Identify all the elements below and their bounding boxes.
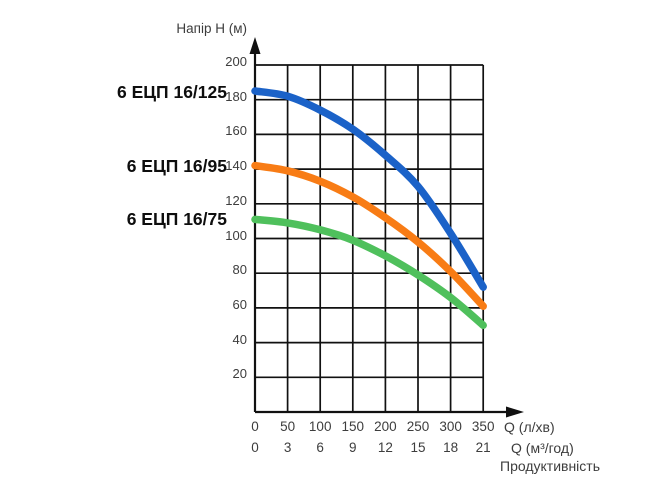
series-label-1: 6 ЕЦП 16/95 xyxy=(126,156,227,176)
x-tick-label-m3h: 21 xyxy=(475,440,491,455)
y-tick-label: 120 xyxy=(225,192,247,208)
y-tick-label: 20 xyxy=(232,366,247,382)
x-tick-label-m3h: 18 xyxy=(443,440,459,455)
curve-0 xyxy=(251,87,487,291)
x-axis-unit-lpm: Q (л/хв) xyxy=(504,419,555,435)
y-tick-label: 100 xyxy=(225,227,247,243)
y-tick-label: 200 xyxy=(225,54,247,69)
y-tick-label: 140 xyxy=(225,158,247,174)
curve-2 xyxy=(251,215,487,330)
series-label-0: 6 ЕЦП 16/125 xyxy=(116,82,227,102)
x-tick-label-lpm: 100 xyxy=(308,419,332,434)
series-label-2: 6 ЕЦП 16/75 xyxy=(126,209,227,229)
x-tick-label-m3h: 3 xyxy=(283,440,292,455)
x-tick-label-m3h: 12 xyxy=(377,440,393,455)
x-axis-caption: Продуктивність xyxy=(500,458,600,474)
x-tick-label-m3h: 9 xyxy=(349,440,357,455)
y-tick-label: 180 xyxy=(225,88,247,104)
y-tick-label: 60 xyxy=(232,296,247,312)
y-tick-label: 40 xyxy=(232,331,247,347)
x-tick-label-lpm: 250 xyxy=(406,419,430,434)
x-axis-unit-m3h: Q (м³/год) xyxy=(511,440,574,456)
x-axis-arrowhead xyxy=(506,406,524,418)
x-tick-label-lpm: 50 xyxy=(280,419,296,434)
x-tick-label-m3h: 6 xyxy=(316,440,324,455)
x-tick-label-m3h: 0 xyxy=(251,440,259,455)
y-tick-label: 80 xyxy=(232,262,247,278)
x-tick-label-lpm: 350 xyxy=(471,419,495,434)
y-axis-arrowhead xyxy=(249,37,261,54)
x-tick-label-lpm: 0 xyxy=(251,419,259,434)
curve-1 xyxy=(251,161,487,310)
y-tick-label: 160 xyxy=(225,123,247,139)
x-tick-label-lpm: 300 xyxy=(439,419,462,434)
x-tick-label-lpm: 200 xyxy=(374,419,397,434)
y-axis-title: Напір H (м) xyxy=(176,21,247,36)
x-tick-label-lpm: 150 xyxy=(341,419,365,434)
x-tick-label-m3h: 15 xyxy=(410,440,426,455)
